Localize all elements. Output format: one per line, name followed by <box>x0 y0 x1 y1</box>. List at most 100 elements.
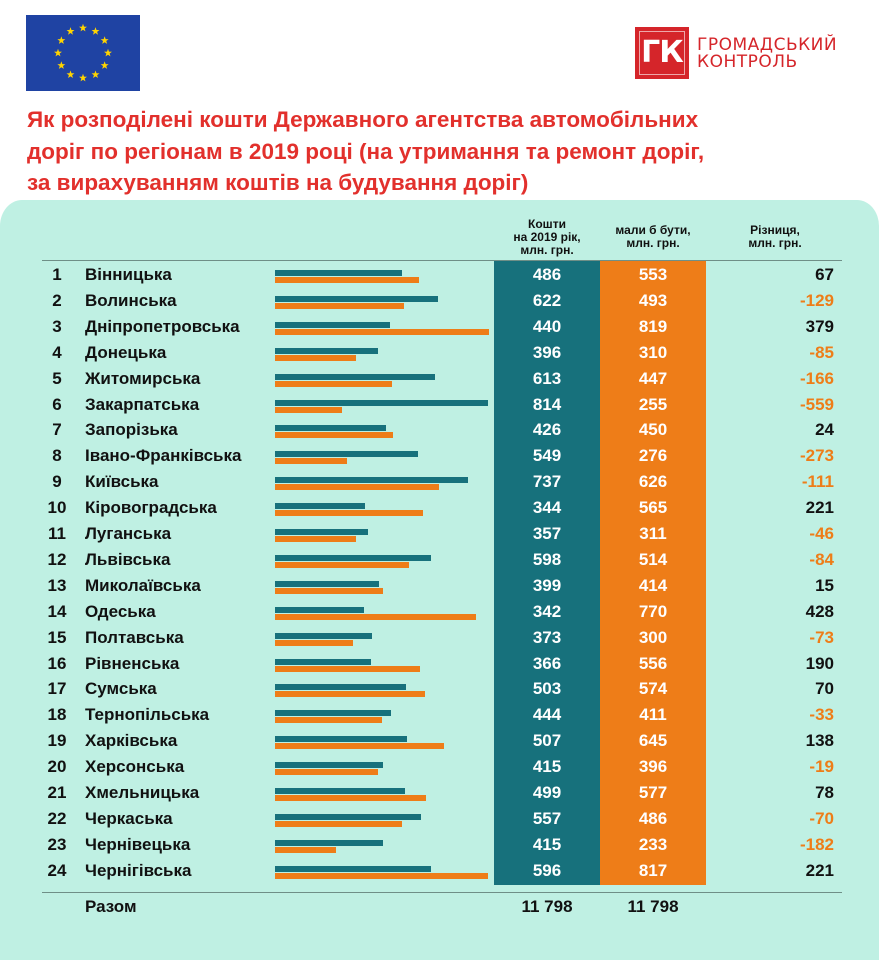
diff-value: -273 <box>799 446 834 466</box>
plan-value: 645 <box>638 731 668 751</box>
table-row: 1 Вінницька 486 553 67 <box>0 263 879 289</box>
plan-value: 233 <box>638 834 668 854</box>
logo-text: ГРОМАДСЬКИЙ КОНТРОЛЬ <box>697 37 837 71</box>
plan-bar <box>275 743 444 750</box>
diff-value: 78 <box>815 783 834 802</box>
fact-value: 444 <box>532 705 562 725</box>
diff-value: 15 <box>815 575 834 595</box>
total-divider <box>42 892 842 893</box>
region-name: Кіровоградська <box>85 498 217 518</box>
table-row: 23 Чернівецька 415 233 -182 <box>0 833 879 859</box>
fact-bar <box>275 347 379 354</box>
fact-bar <box>275 788 406 794</box>
fact-value: 366 <box>532 653 562 673</box>
gk-logo: ГК ГРОМАДСЬКИЙ КОНТРОЛЬ <box>635 27 865 81</box>
plan-value: 411 <box>639 705 667 725</box>
plan-value: 493 <box>638 290 668 310</box>
region-name: Черкаська <box>85 808 173 828</box>
diff-value: -70 <box>809 808 834 828</box>
plan-bar <box>275 354 356 361</box>
region-name: Львівська <box>85 549 171 569</box>
fact-bar <box>275 606 365 613</box>
region-name: Миколаївська <box>85 575 201 595</box>
plan-column-band <box>600 260 706 885</box>
table-row: 24 Чернігівська 596 817 221 <box>0 859 879 885</box>
fact-bar <box>275 632 373 639</box>
region-name: Рівненська <box>85 653 180 673</box>
table-row: 22 Черкаська 557 486 -70 <box>0 807 879 833</box>
row-number: 24 <box>47 860 67 880</box>
row-number: 4 <box>52 342 62 362</box>
region-name: Сумська <box>85 679 157 699</box>
fact-value: 399 <box>532 575 562 595</box>
plan-value: 276 <box>638 446 668 466</box>
plan-bar <box>275 846 336 853</box>
flag-star <box>57 36 66 44</box>
fact-bar <box>275 270 402 276</box>
fact-bar <box>275 554 432 561</box>
flag-star <box>104 48 112 57</box>
row-number: 1 <box>52 265 62 284</box>
chart-title: Як розподілені кошти Державного агентств… <box>27 104 867 199</box>
table-row: 15 Полтавська 373 300 -73 <box>0 626 879 652</box>
table-row: 19 Харківська 507 645 138 <box>0 729 879 755</box>
fact-bar <box>275 710 391 717</box>
row-number: 13 <box>47 575 67 595</box>
diff-value: -129 <box>799 290 834 310</box>
table-row: 20 Херсонська 415 396 -19 <box>0 755 879 781</box>
fact-bar <box>275 684 407 691</box>
table-row: 9 Київська 737 626 -111 <box>0 470 879 496</box>
plan-value: 447 <box>638 368 668 388</box>
fact-value: 613 <box>532 368 562 388</box>
region-name: Херсонська <box>85 757 185 777</box>
flag-star <box>100 36 109 44</box>
plan-bar <box>275 820 402 827</box>
row-number: 6 <box>52 394 62 414</box>
diff-value: -166 <box>799 368 834 388</box>
region-name: Чернівецька <box>85 834 191 854</box>
fact-value: 440 <box>532 316 562 336</box>
region-name: Луганська <box>85 524 172 543</box>
plan-bar <box>275 795 426 801</box>
row-number: 3 <box>52 316 62 336</box>
region-name: Дніпропетровська <box>85 316 240 336</box>
plan-value: 556 <box>638 653 668 673</box>
region-name: Полтавська <box>85 627 184 647</box>
plan-bar <box>275 561 410 568</box>
fact-value: 486 <box>532 265 562 284</box>
table-row: 18 Тернопільська 444 411 -33 <box>0 703 879 729</box>
flag-star <box>57 61 66 69</box>
plan-value: 819 <box>638 316 668 336</box>
table-row: 12 Львівська 598 514 -84 <box>0 548 879 574</box>
region-name: Хмельницька <box>85 783 200 802</box>
region-name: Запорізька <box>85 420 178 440</box>
fact-bar <box>275 321 390 328</box>
region-name: Вінницька <box>85 265 172 284</box>
fact-value: 373 <box>532 627 562 647</box>
fact-bar <box>275 399 488 406</box>
fact-value: 415 <box>532 834 562 854</box>
fact-bar <box>275 451 419 458</box>
fact-bar <box>275 477 468 484</box>
diff-value: 221 <box>805 498 834 518</box>
fact-bar <box>275 295 438 302</box>
table-row: 10 Кіровоградська 344 565 221 <box>0 496 879 522</box>
flag-star <box>79 23 87 32</box>
plan-value: 514 <box>638 549 668 569</box>
flag-star <box>54 48 62 57</box>
row-number: 21 <box>47 783 67 802</box>
row-number: 19 <box>47 731 67 751</box>
fact-bar <box>275 865 431 872</box>
plan-bar <box>275 277 420 283</box>
fact-bar <box>275 425 387 432</box>
plan-value: 450 <box>638 420 668 440</box>
diff-value: -84 <box>809 549 834 569</box>
region-name: Волинська <box>85 290 177 310</box>
diff-value: -73 <box>809 627 834 647</box>
chart-background <box>0 200 879 960</box>
total-label: Разом <box>85 897 137 916</box>
table-row: 5 Житомирська 613 447 -166 <box>0 367 879 393</box>
diff-value: -33 <box>809 705 834 725</box>
table-row: 14 Одеська 342 770 428 <box>0 600 879 626</box>
plan-bar <box>275 432 393 439</box>
